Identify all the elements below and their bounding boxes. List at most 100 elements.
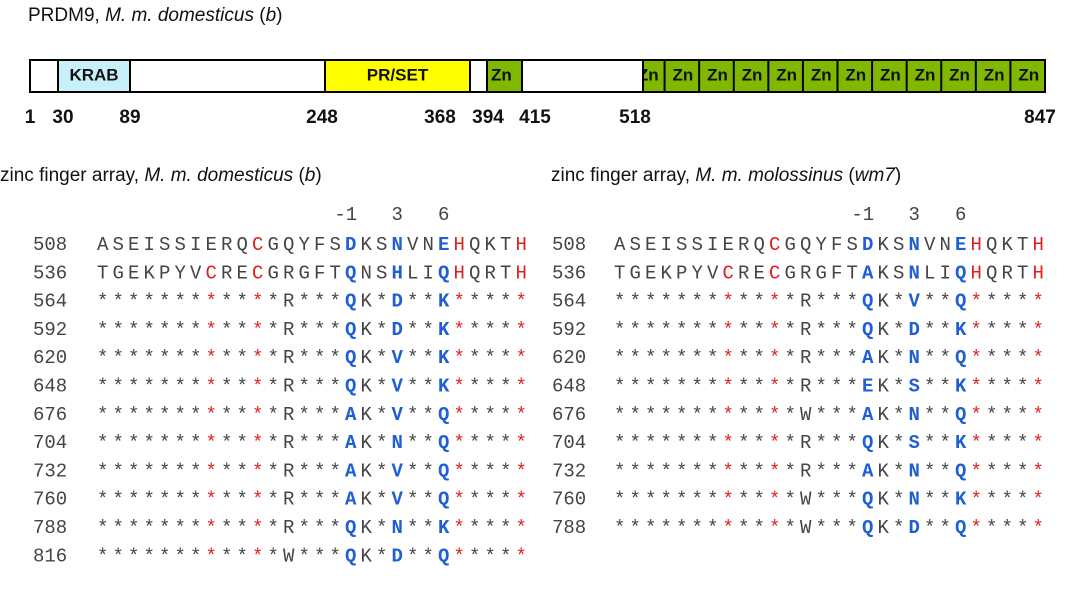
residue: D: [862, 234, 873, 256]
position-header: 6: [438, 204, 449, 226]
residue: *: [221, 517, 232, 539]
residue: *: [221, 404, 232, 426]
residue: *: [268, 347, 279, 369]
residue: *: [175, 545, 186, 567]
residue: *: [190, 489, 201, 511]
residue: R: [1002, 262, 1013, 284]
residue: P: [676, 262, 687, 284]
residue: C: [252, 262, 263, 284]
row-position: 620: [33, 347, 67, 369]
residue: K: [878, 262, 890, 284]
residue: *: [454, 319, 465, 341]
residue: K: [361, 347, 373, 369]
sequence: * * * * * * * * * * * * W * * * Q K * D * * Q * * * * *: [97, 545, 527, 567]
residue: S: [630, 234, 641, 256]
residue: *: [407, 347, 418, 369]
residue: Q: [345, 262, 356, 284]
residue: *: [769, 489, 780, 511]
residue: *: [971, 404, 982, 426]
residue: *: [423, 347, 434, 369]
residue: *: [221, 545, 232, 567]
residue: Q: [438, 262, 449, 284]
residue: N: [909, 460, 920, 482]
residue: *: [785, 432, 796, 454]
heading-part: ): [315, 165, 321, 186]
residue: Q: [438, 404, 449, 426]
residue: *: [376, 291, 387, 313]
residue: *: [831, 517, 842, 539]
residue: *: [924, 489, 935, 511]
residue: *: [190, 460, 201, 482]
residue: *: [754, 347, 765, 369]
zn-label: Zn: [915, 65, 936, 84]
residue: *: [330, 376, 341, 398]
residue: *: [252, 489, 263, 511]
sequence: * * * * * * * * * * * * R * * * A K * N * * Q * * * * *: [97, 432, 527, 454]
residue: *: [97, 517, 108, 539]
residue: *: [423, 489, 434, 511]
residue: C: [252, 234, 263, 256]
residue: *: [847, 291, 858, 313]
residue: *: [847, 489, 858, 511]
sequence: * * * * * * * * * * * * R * * * Q K * D * * K * * * * *: [97, 319, 527, 341]
residue: *: [128, 489, 139, 511]
residue: *: [268, 376, 279, 398]
residue: *: [113, 291, 124, 313]
residue: *: [237, 319, 248, 341]
residue: R: [800, 432, 811, 454]
residue: K: [361, 432, 373, 454]
residue: *: [893, 376, 904, 398]
residue: *: [707, 291, 718, 313]
row-position: 592: [33, 319, 67, 341]
residue: *: [940, 404, 951, 426]
residue: *: [516, 489, 527, 511]
heading-part: wm7: [855, 165, 897, 186]
zn-label: Zn: [845, 65, 866, 84]
residue: *: [252, 347, 263, 369]
residue: W: [283, 545, 295, 567]
residue: T: [500, 234, 511, 256]
residue: Q: [862, 517, 873, 539]
residue: *: [423, 460, 434, 482]
residue: *: [159, 432, 170, 454]
residue: S: [909, 376, 920, 398]
residue: *: [159, 347, 170, 369]
residue: *: [816, 432, 827, 454]
residue: D: [392, 545, 403, 567]
residue: *: [1017, 517, 1028, 539]
residue: *: [314, 347, 325, 369]
residue: *: [175, 460, 186, 482]
residue: *: [97, 376, 108, 398]
residue: *: [485, 347, 496, 369]
residue: *: [454, 291, 465, 313]
residue: *: [707, 404, 718, 426]
residue: Q: [438, 460, 449, 482]
residue: *: [1017, 460, 1028, 482]
sequence: * * * * * * * * * * * * R * * * Q K * V * * K * * * * *: [97, 347, 527, 369]
zn-label: Zn: [776, 65, 797, 84]
residue: W: [800, 517, 812, 539]
residue: A: [862, 347, 874, 369]
residue: C: [206, 262, 217, 284]
sequence: * * * * * * * * * * * * R * * * Q K * V * * K * * * * *: [97, 376, 527, 398]
residue: *: [113, 460, 124, 482]
sequence: * * * * * * * * * * * * R * * * E K * S * * K * * * * *: [614, 376, 1044, 398]
residue: K: [144, 262, 156, 284]
residue: *: [692, 489, 703, 511]
residue: *: [237, 347, 248, 369]
residue: *: [423, 517, 434, 539]
residue: *: [97, 404, 108, 426]
residue: *: [206, 319, 217, 341]
residue: *: [1033, 347, 1044, 369]
residue: *: [314, 404, 325, 426]
residue: F: [831, 234, 842, 256]
sequence: * * * * * * * * * * * * R * * * Q K * N * * K * * * * *: [97, 517, 527, 539]
residue: *: [190, 404, 201, 426]
residue: *: [454, 545, 465, 567]
residue: *: [113, 319, 124, 341]
residue: *: [1033, 432, 1044, 454]
residue: *: [268, 291, 279, 313]
residue: *: [516, 291, 527, 313]
residue: T: [1017, 262, 1028, 284]
residue: H: [1033, 234, 1044, 256]
